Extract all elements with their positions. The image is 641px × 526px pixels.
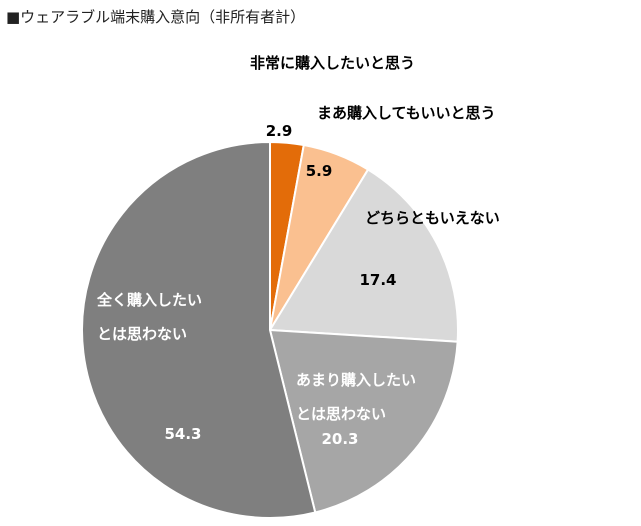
slice-label-4: あまり購入したいとは思わない (296, 371, 416, 423)
slice-label-5: 全く購入したいとは思わない (96, 291, 202, 343)
chart-title: ■ウェアラブル端末購入意向（非所有者計） (6, 8, 306, 26)
slice-label-1: 非常に購入したいと思う (250, 54, 415, 72)
slice-value-4: 20.3 (321, 430, 358, 448)
slice-value-1: 2.9 (266, 122, 293, 140)
pie-slice-5 (80, 140, 317, 519)
slice-label-2: まあ購入してもいいと思う (317, 104, 496, 122)
pie-slice-4 (268, 328, 459, 514)
slice-value-3: 17.4 (359, 271, 396, 289)
slice-value-2: 5.9 (306, 162, 333, 180)
pie-slice-3 (268, 168, 459, 343)
slice-label-3: どちらともいえない (365, 209, 500, 227)
slice-value-5: 54.3 (164, 425, 201, 443)
